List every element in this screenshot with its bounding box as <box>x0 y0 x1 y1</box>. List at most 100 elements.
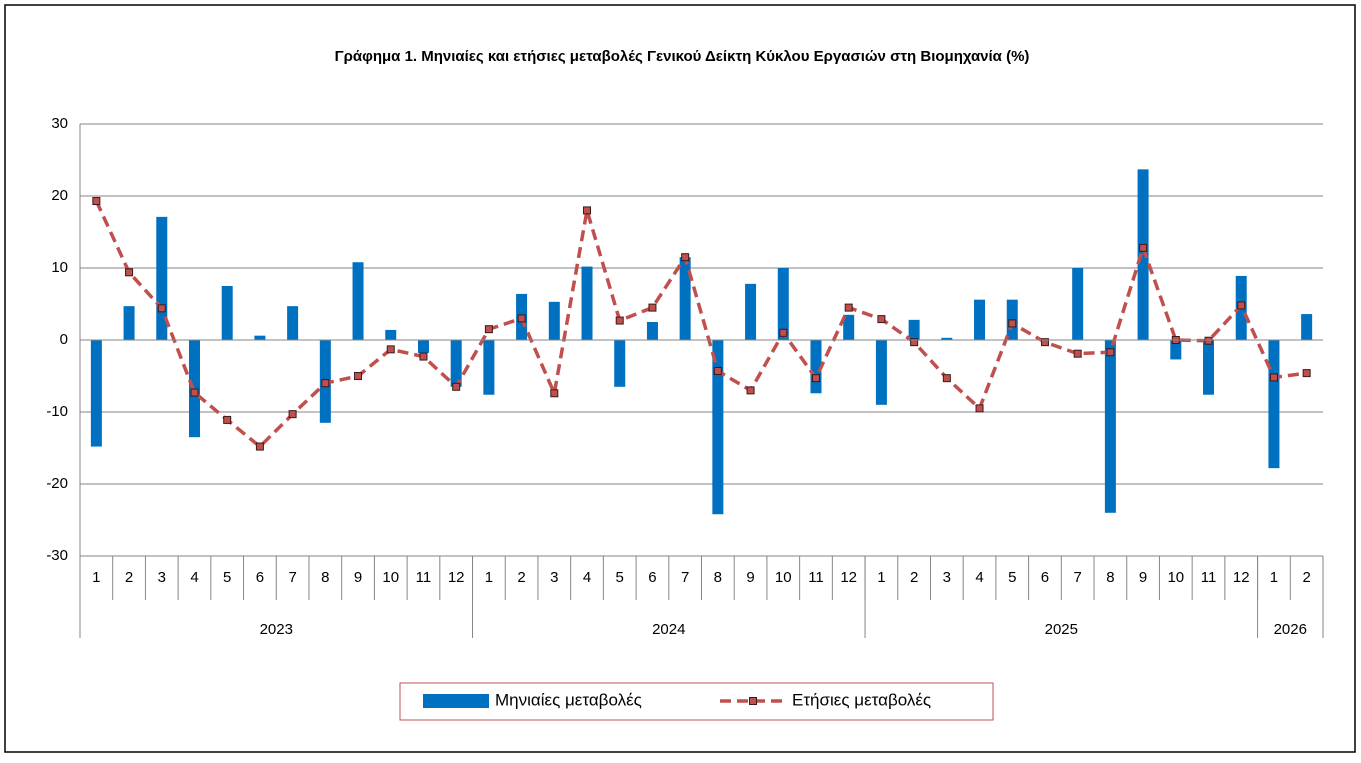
bar <box>352 262 364 340</box>
marker <box>1302 369 1311 378</box>
bar <box>90 340 102 447</box>
bar <box>908 319 920 340</box>
marker <box>681 253 690 262</box>
x-tick-label: 10 <box>775 569 792 586</box>
line <box>94 200 1307 449</box>
bar <box>810 340 822 394</box>
bar <box>875 340 887 405</box>
bar <box>1137 169 1149 340</box>
marker <box>910 338 919 347</box>
x-tick-label: 1 <box>877 569 885 586</box>
x-tick-label: 2 <box>910 569 918 586</box>
x-tick-label: 1 <box>92 569 100 586</box>
bar <box>1104 340 1116 513</box>
legend-label: Ετήσιες μεταβολές <box>792 690 931 709</box>
marker <box>1106 348 1115 357</box>
bar <box>614 340 626 387</box>
marker <box>615 316 624 325</box>
bar <box>941 337 953 340</box>
y-tick-label: -10 <box>46 403 68 420</box>
marker <box>386 345 395 354</box>
bar <box>1268 340 1280 469</box>
marker <box>844 303 853 312</box>
y-tick-label: 0 <box>60 331 68 348</box>
bar <box>1072 268 1084 340</box>
bar <box>745 283 757 340</box>
marker <box>942 374 951 383</box>
group-label: 2026 <box>1274 621 1307 638</box>
marker <box>1139 243 1148 252</box>
bar <box>1301 314 1313 340</box>
x-tick-label: 5 <box>1008 569 1016 586</box>
x-tick-label: 11 <box>416 569 432 586</box>
bar <box>777 268 789 340</box>
chart-title: Γράφημα 1. Μηνιαίες και ετήσιες μεταβολέ… <box>335 48 1030 65</box>
x-tick-label: 10 <box>1167 569 1184 586</box>
bar <box>483 340 495 395</box>
bar <box>385 329 397 340</box>
x-tick-label: 12 <box>1233 569 1250 586</box>
marker <box>1073 349 1082 358</box>
bar <box>679 257 691 340</box>
x-tick-label: 3 <box>943 569 951 586</box>
group-label: 2025 <box>1045 621 1078 638</box>
bar <box>156 216 168 340</box>
x-tick-label: 10 <box>382 569 399 586</box>
marker <box>746 386 755 395</box>
y-tick-label: 20 <box>51 187 68 204</box>
x-tick-label: 8 <box>321 569 329 586</box>
x-tick-label: 11 <box>808 569 824 586</box>
group-label: 2023 <box>260 621 293 638</box>
marker <box>1204 336 1213 345</box>
marker <box>190 388 199 397</box>
legend-box <box>399 682 994 721</box>
marker <box>321 379 330 388</box>
marker <box>1269 373 1278 382</box>
legend-swatch <box>423 694 489 708</box>
marker <box>517 314 526 323</box>
bar <box>123 306 135 340</box>
x-tick-label: 6 <box>1041 569 1049 586</box>
bar <box>221 286 233 340</box>
bar <box>974 299 986 340</box>
marker <box>550 389 559 398</box>
marker <box>648 303 657 312</box>
marker <box>125 268 134 277</box>
x-tick-label: 1 <box>1270 569 1278 586</box>
x-tick-label: 4 <box>583 569 591 586</box>
marker <box>157 304 166 313</box>
x-tick-label: 12 <box>448 569 465 586</box>
bar <box>712 340 724 515</box>
x-tick-label: 3 <box>158 569 166 586</box>
x-tick-label: 2 <box>125 569 133 586</box>
x-tick-label: 3 <box>550 569 558 586</box>
x-tick-label: 11 <box>1201 569 1217 586</box>
bar <box>843 314 855 340</box>
x-tick-label: 7 <box>288 569 296 586</box>
x-tick-label: 9 <box>354 569 362 586</box>
marker <box>1040 338 1049 347</box>
y-tick-label: 10 <box>51 259 68 276</box>
x-tick-label: 8 <box>714 569 722 586</box>
bar <box>254 335 266 340</box>
bar <box>287 306 299 340</box>
x-tick-label: 7 <box>1073 569 1081 586</box>
marker <box>288 410 297 419</box>
x-tick-label: 8 <box>1106 569 1114 586</box>
x-tick-label: 6 <box>256 569 264 586</box>
marker <box>354 372 363 380</box>
y-tick-label: 30 <box>51 115 68 132</box>
x-tick-label: 2 <box>517 569 525 586</box>
x-tick-label: 9 <box>1139 569 1147 586</box>
x-tick-label: 9 <box>746 569 754 586</box>
marker <box>452 382 461 391</box>
marker <box>583 206 592 215</box>
x-tick-label: 6 <box>648 569 656 586</box>
bar <box>581 266 593 340</box>
x-tick-label: 1 <box>485 569 493 586</box>
legend-label: Μηνιαίες μεταβολές <box>495 690 642 709</box>
marker <box>223 415 232 424</box>
marker <box>419 352 428 361</box>
marker <box>877 315 886 324</box>
